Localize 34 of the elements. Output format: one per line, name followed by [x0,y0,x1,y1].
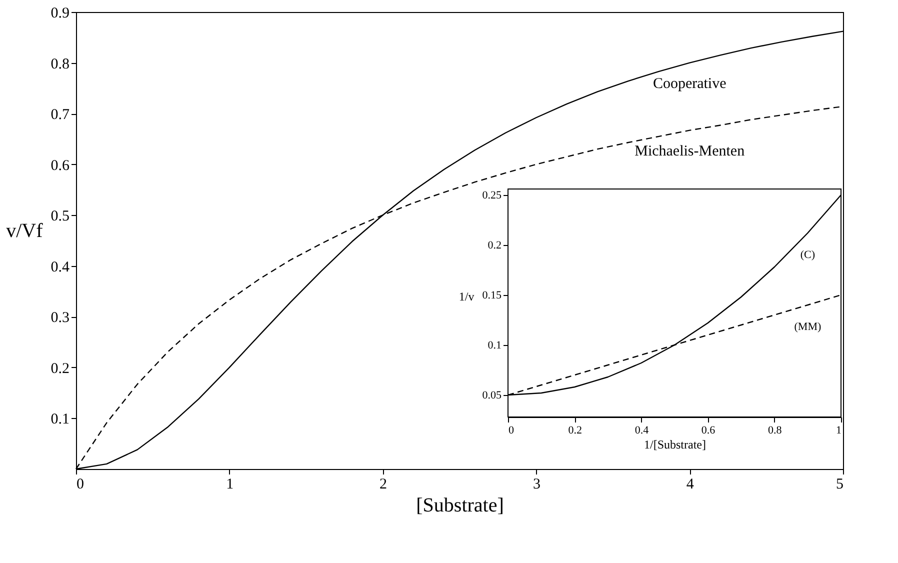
x-tick-label: 1 [836,424,842,436]
x-tick-label: 1 [226,476,234,492]
y-axis-title: v/Vf [6,220,44,242]
y-tick-label: 0.4 [50,259,70,276]
x-tick-label: 3 [532,476,540,492]
series-label: Michaelis-Menten [634,143,746,160]
x-tick-label: 0.2 [568,424,582,436]
series-label: (C) [800,249,816,261]
y-tick-label: 0.15 [482,290,502,302]
x-axis-title: [Substrate] [416,494,504,516]
y-tick-label: 0.3 [50,310,70,326]
y-tick-label: 0.1 [488,340,502,352]
y-tick-label: 0.9 [50,6,70,22]
y-tick-label: 0.5 [50,208,70,225]
x-tick-label: 2 [380,476,388,492]
y-tick-label: 0.2 [488,240,502,252]
series-label: Cooperative [652,76,727,92]
y-tick-label: 0.25 [482,190,502,202]
x-tick-label: 0.4 [634,424,650,436]
x-tick-label: 0 [76,476,84,492]
y-tick-label: 0.1 [50,412,70,428]
x-tick-label: 5 [836,476,844,492]
x-axis-title: 1/[Substrate] [644,438,706,452]
series-label: (MM) [794,321,822,333]
x-tick-label: 0.6 [701,424,716,436]
y-tick-label: 0.7 [50,107,70,124]
y-axis-title: 1/v [458,290,474,304]
y-tick-label: 0.6 [50,158,70,174]
y-tick-label: 0.05 [482,390,502,402]
y-tick-label: 0.2 [50,360,70,377]
y-tick-label: 0.8 [50,56,70,72]
x-tick-label: 0 [508,424,514,436]
x-tick-label: 4 [686,476,694,492]
x-tick-label: 0.8 [768,424,782,436]
